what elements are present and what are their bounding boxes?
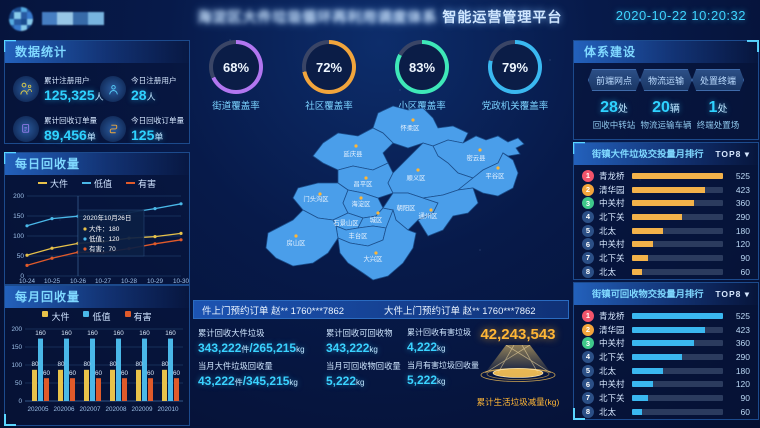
svg-text:160: 160 xyxy=(87,330,98,337)
svg-text:80: 80 xyxy=(109,361,117,368)
svg-text:朝阳区: 朝阳区 xyxy=(397,203,416,212)
svg-text:10-26: 10-26 xyxy=(70,278,87,285)
svg-text:200: 200 xyxy=(11,326,22,333)
svg-text:202009: 202009 xyxy=(131,406,153,413)
svg-text:60: 60 xyxy=(121,370,129,377)
svg-text:通州区: 通州区 xyxy=(419,211,438,220)
svg-text:60: 60 xyxy=(95,370,103,377)
svg-text:门头沟区: 门头沟区 xyxy=(303,194,328,203)
svg-text:160: 160 xyxy=(35,330,46,337)
svg-text:有害：70: 有害：70 xyxy=(89,244,116,253)
svg-text:160: 160 xyxy=(139,330,150,337)
svg-text:昌平区: 昌平区 xyxy=(354,180,373,188)
svg-text:160: 160 xyxy=(165,330,176,337)
svg-text:60: 60 xyxy=(147,370,155,377)
svg-text:丰台区: 丰台区 xyxy=(349,231,368,240)
svg-text:80: 80 xyxy=(83,361,91,368)
svg-text:10-28: 10-28 xyxy=(121,278,138,285)
svg-text:2020年10月26日: 2020年10月26日 xyxy=(83,213,131,222)
svg-text:50: 50 xyxy=(17,253,25,260)
svg-text:80: 80 xyxy=(161,361,169,368)
svg-text:150: 150 xyxy=(11,344,22,351)
svg-text:0: 0 xyxy=(18,398,22,405)
svg-text:房山区: 房山区 xyxy=(287,238,306,247)
svg-text:大兴区: 大兴区 xyxy=(364,254,383,263)
svg-text:100: 100 xyxy=(11,362,22,369)
svg-text:海淀区: 海淀区 xyxy=(352,199,371,208)
svg-text:60: 60 xyxy=(43,370,51,377)
svg-text:80: 80 xyxy=(135,361,143,368)
svg-text:202010: 202010 xyxy=(157,406,179,413)
svg-text:202007: 202007 xyxy=(79,406,101,413)
svg-text:100: 100 xyxy=(13,233,24,240)
svg-text:10-29: 10-29 xyxy=(147,278,164,285)
svg-text:怀柔区: 怀柔区 xyxy=(401,123,420,132)
svg-text:50: 50 xyxy=(15,380,23,387)
svg-text:60: 60 xyxy=(69,370,77,377)
svg-text:160: 160 xyxy=(61,330,72,337)
svg-text:200: 200 xyxy=(13,193,24,200)
svg-text:202008: 202008 xyxy=(105,406,127,413)
svg-text:80: 80 xyxy=(31,361,39,368)
svg-text:低值：120: 低值：120 xyxy=(89,234,120,243)
svg-text:10-24: 10-24 xyxy=(19,278,36,285)
svg-text:大件：180: 大件：180 xyxy=(89,224,120,233)
svg-text:160: 160 xyxy=(113,330,124,337)
svg-text:城区: 城区 xyxy=(370,216,383,224)
svg-text:80: 80 xyxy=(57,361,65,368)
svg-text:延庆县: 延庆县 xyxy=(344,149,363,158)
svg-text:60: 60 xyxy=(173,370,181,377)
svg-text:石景山区: 石景山区 xyxy=(333,218,358,227)
svg-text:平谷区: 平谷区 xyxy=(486,171,505,180)
svg-text:10-27: 10-27 xyxy=(95,278,112,285)
svg-text:202006: 202006 xyxy=(53,406,75,413)
svg-text:顺义区: 顺义区 xyxy=(407,174,426,182)
svg-text:10-30: 10-30 xyxy=(173,278,189,285)
svg-text:202005: 202005 xyxy=(27,406,49,413)
svg-text:密云县: 密云县 xyxy=(467,153,486,162)
svg-text:150: 150 xyxy=(13,213,24,220)
svg-text:10-25: 10-25 xyxy=(44,278,61,285)
